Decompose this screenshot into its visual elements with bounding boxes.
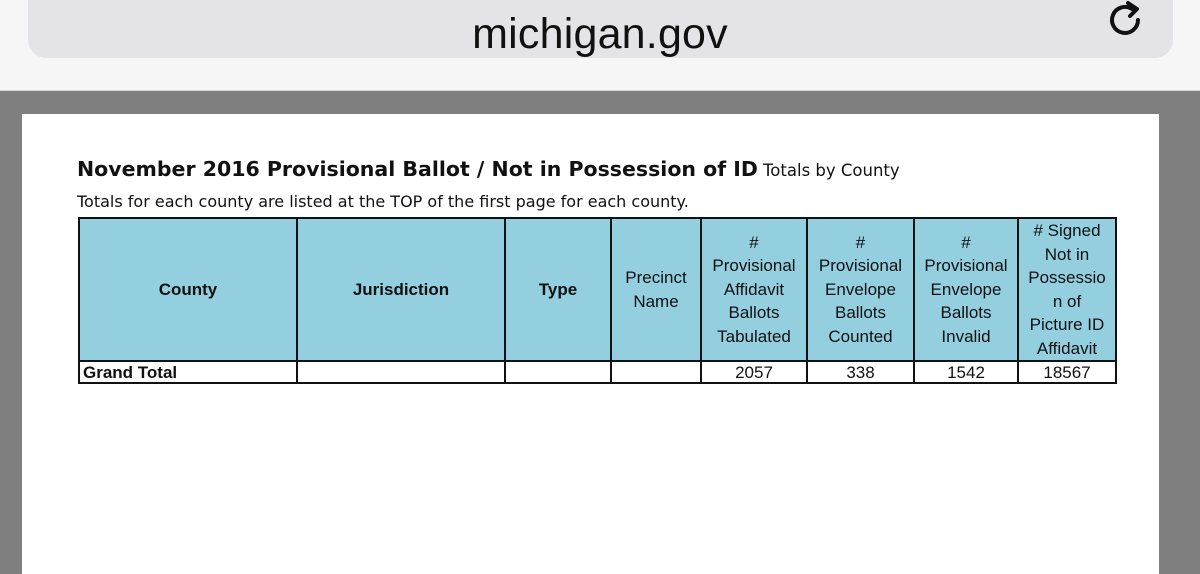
document-title: November 2016 Provisional Ballot / Not i… [77,157,900,181]
header-label: # Provisional Envelope Ballots Counted [818,232,903,346]
header-county: County [78,217,298,362]
header-affidavit-tabulated: # Provisional Affidavit Ballots Tabulated [700,217,808,362]
title-main: November 2016 Provisional Ballot / Not i… [77,157,758,181]
url-field[interactable] [28,0,1173,58]
header-envelope-counted: # Provisional Envelope Ballots Counted [806,217,915,362]
cell-signed-not-in-possession: 18567 [1017,360,1117,384]
header-signed-not-in-possession: # Signed Not in Possessio n of Picture ID Aff… [1017,217,1117,362]
table-row: Grand Total 2057 338 1542 18567 [78,360,1117,384]
cell-precinct-name [610,360,702,384]
title-suffix: Totals by County [763,161,900,180]
browser-address-bar: michigan.gov [0,0,1200,91]
document-subtitle: Totals for each county are listed at the… [77,192,689,211]
header-jurisdiction: Jurisdiction [296,217,506,362]
header-label: Precinct Name [625,268,687,311]
reload-icon[interactable] [1104,0,1148,44]
cell-envelope-counted: 338 [806,360,915,384]
header-type: Type [504,217,612,362]
cell-affidavit-tabulated: 2057 [700,360,808,384]
header-label: # Provisional Envelope Ballots Invalid [924,232,1008,346]
cell-jurisdiction [296,360,506,384]
header-label: Jurisdiction [352,279,450,299]
header-label: # Provisional Affidavit Ballots Tabulated [712,232,796,346]
url-text[interactable]: michigan.gov [472,10,728,58]
header-label: Type [538,279,578,299]
header-envelope-invalid: # Provisional Envelope Ballots Invalid [913,217,1019,362]
header-row: County Jurisdiction Type Precinct Name # P… [78,217,1117,362]
cell-county: Grand Total [78,360,298,384]
header-precinct-name: Precinct Name [610,217,702,362]
header-label: # Signed Not in Possessio n of Picture ID Aff… [1028,221,1106,358]
provisional-ballot-table: County Jurisdiction Type Precinct Name # P… [78,217,1117,384]
cell-type [504,360,612,384]
cell-envelope-invalid: 1542 [913,360,1019,384]
header-label: County [158,279,218,299]
